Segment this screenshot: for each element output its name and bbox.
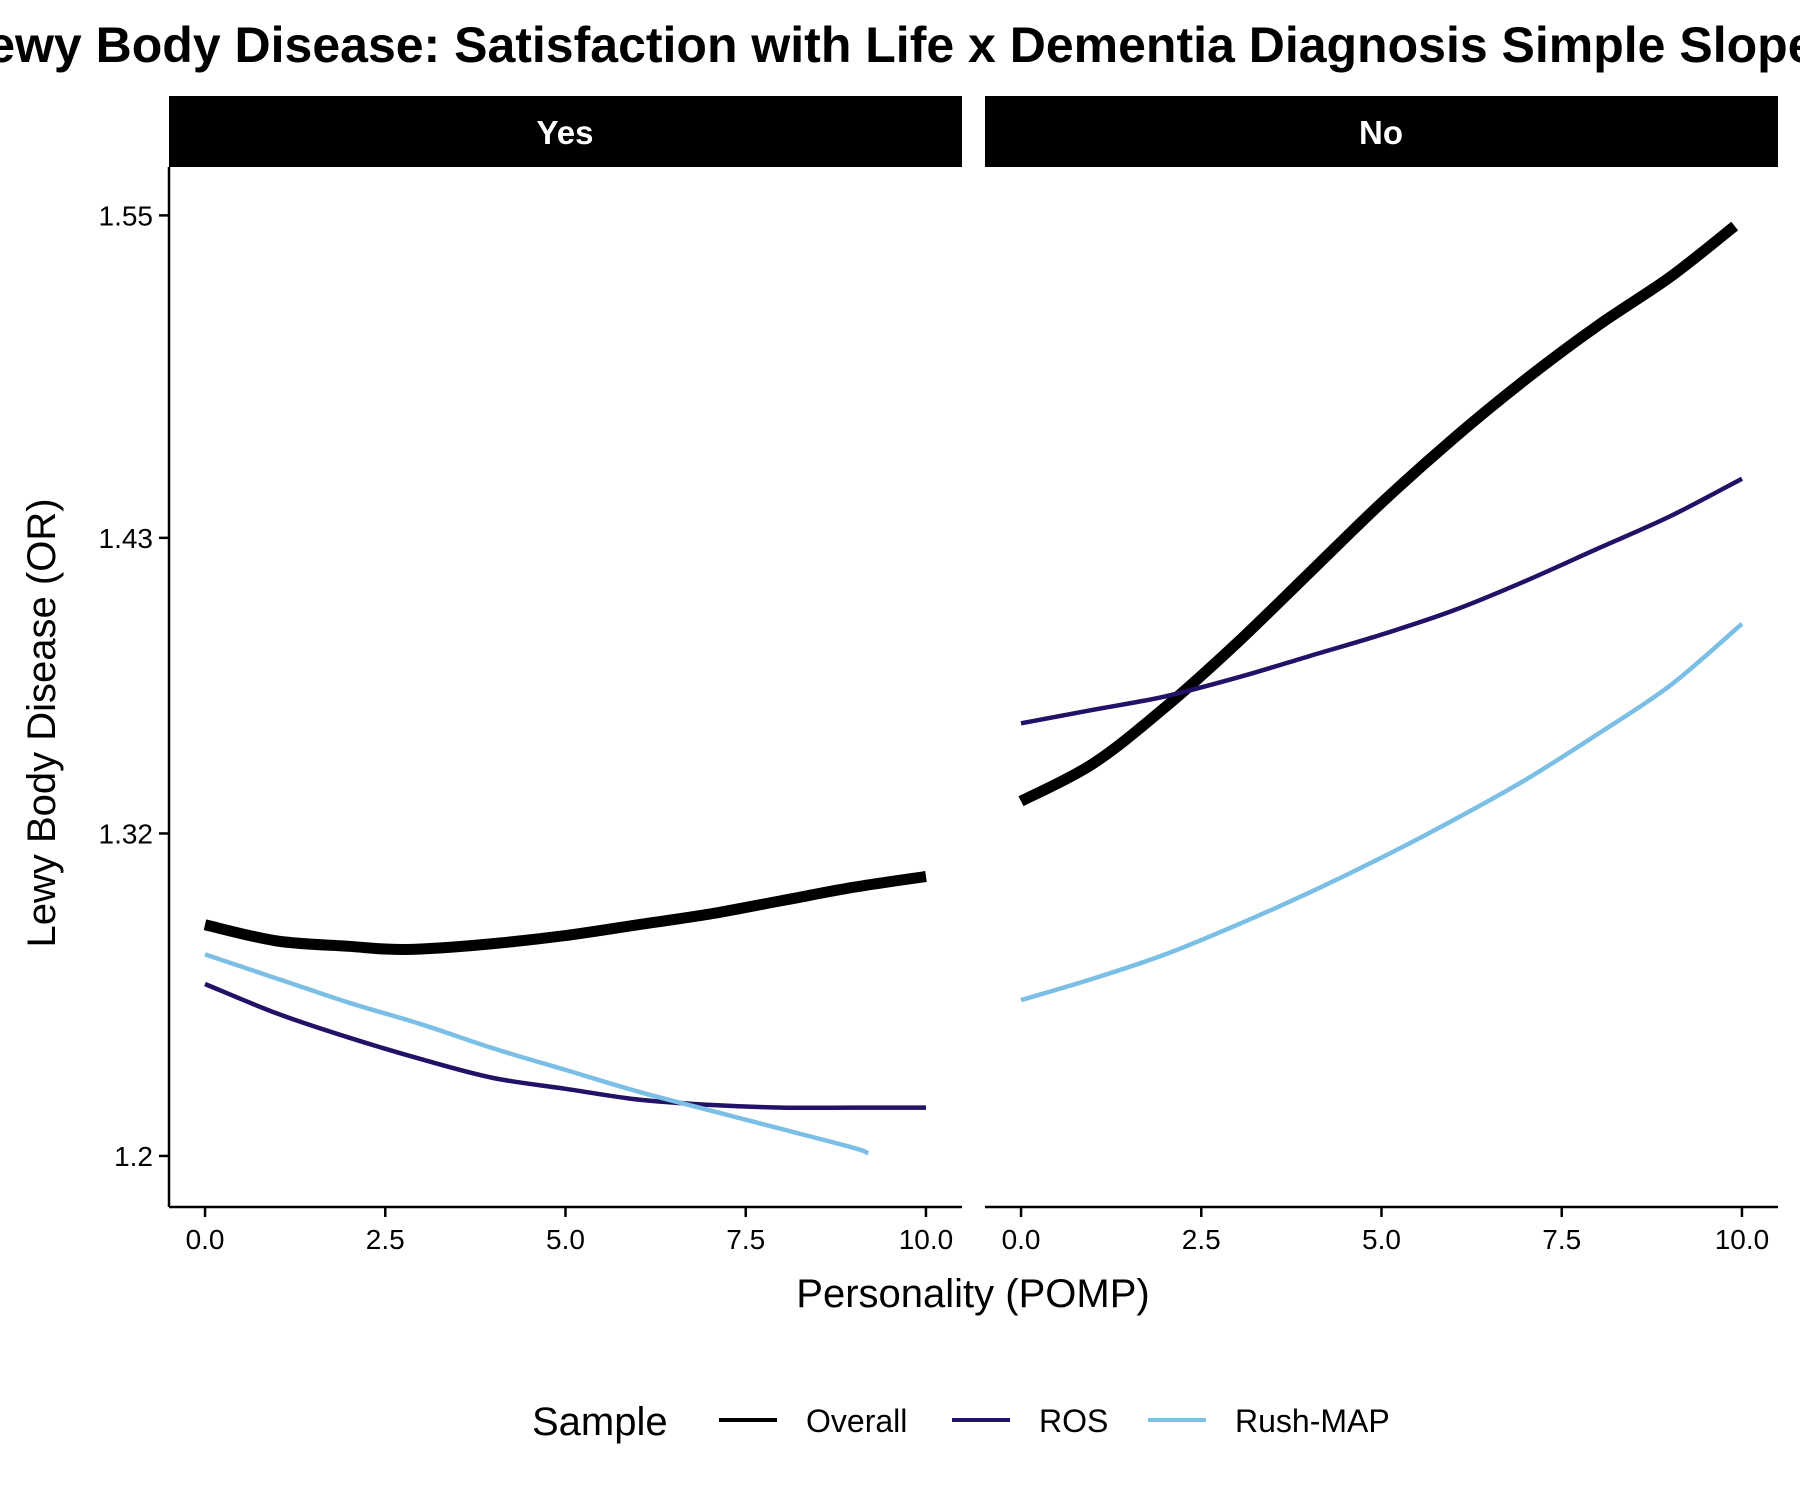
panel-no: No 0.0 2.5 5.0 7.5 10.0 xyxy=(985,96,1778,1255)
x-tick-label-no: 5.0 xyxy=(1362,1224,1401,1255)
series-line-overall-yes xyxy=(203,871,927,956)
x-tick-label-yes: 2.5 xyxy=(366,1224,405,1255)
x-tick-label-no: 2.5 xyxy=(1182,1224,1221,1255)
facet-strip-no xyxy=(985,96,1778,167)
y-tick-label: 1.32 xyxy=(99,818,154,849)
x-tick-label-no: 0.0 xyxy=(1002,1224,1041,1255)
legend: Sample Overall ROS Rush-MAP xyxy=(532,1400,1390,1444)
chart-title: Lewy Body Disease: Satisfaction with Lif… xyxy=(0,17,1800,73)
x-tick-label-yes: 10.0 xyxy=(899,1224,954,1255)
legend-label-rush-map: Rush-MAP xyxy=(1235,1403,1390,1439)
x-axis-no: 0.0 2.5 5.0 7.5 10.0 xyxy=(985,1205,1778,1255)
series-line-ros-yes xyxy=(204,981,926,1111)
facet-strip-yes xyxy=(169,96,962,167)
series-line-ros-no xyxy=(1020,476,1744,726)
y-tick-label: 1.43 xyxy=(99,523,154,554)
x-tick-label-yes: 7.5 xyxy=(726,1224,765,1255)
series-line-overall-no xyxy=(1018,221,1739,807)
series-lines-yes xyxy=(203,871,927,1156)
legend-title: Sample xyxy=(532,1400,668,1444)
legend-label-ros: ROS xyxy=(1039,1403,1108,1439)
x-axis-title: Personality (POMP) xyxy=(796,1272,1149,1316)
x-tick-label-no: 10.0 xyxy=(1715,1224,1770,1255)
x-tick-label-no: 7.5 xyxy=(1542,1224,1581,1255)
panel-yes: Yes 0.0 2.5 5.0 7.5 10.0 xyxy=(169,96,962,1255)
y-tick-label: 1.55 xyxy=(99,200,154,231)
legend-label-overall: Overall xyxy=(806,1403,907,1439)
x-tick-label-yes: 0.0 xyxy=(186,1224,225,1255)
series-lines-no xyxy=(1018,221,1744,1003)
x-tick-label-yes: 5.0 xyxy=(546,1224,585,1255)
series-line-rush-map-no xyxy=(1020,622,1744,1003)
facet-label-yes: Yes xyxy=(537,114,594,151)
y-axis: 1.2 1.32 1.43 1.55 xyxy=(99,167,171,1207)
y-axis-title: Lewy Body Disease (OR) xyxy=(20,498,64,947)
x-axis-yes: 0.0 2.5 5.0 7.5 10.0 xyxy=(169,1205,962,1255)
series-line-rush-map-yes xyxy=(204,952,870,1156)
y-tick-label: 1.2 xyxy=(114,1141,153,1172)
facet-label-no: No xyxy=(1359,114,1403,151)
